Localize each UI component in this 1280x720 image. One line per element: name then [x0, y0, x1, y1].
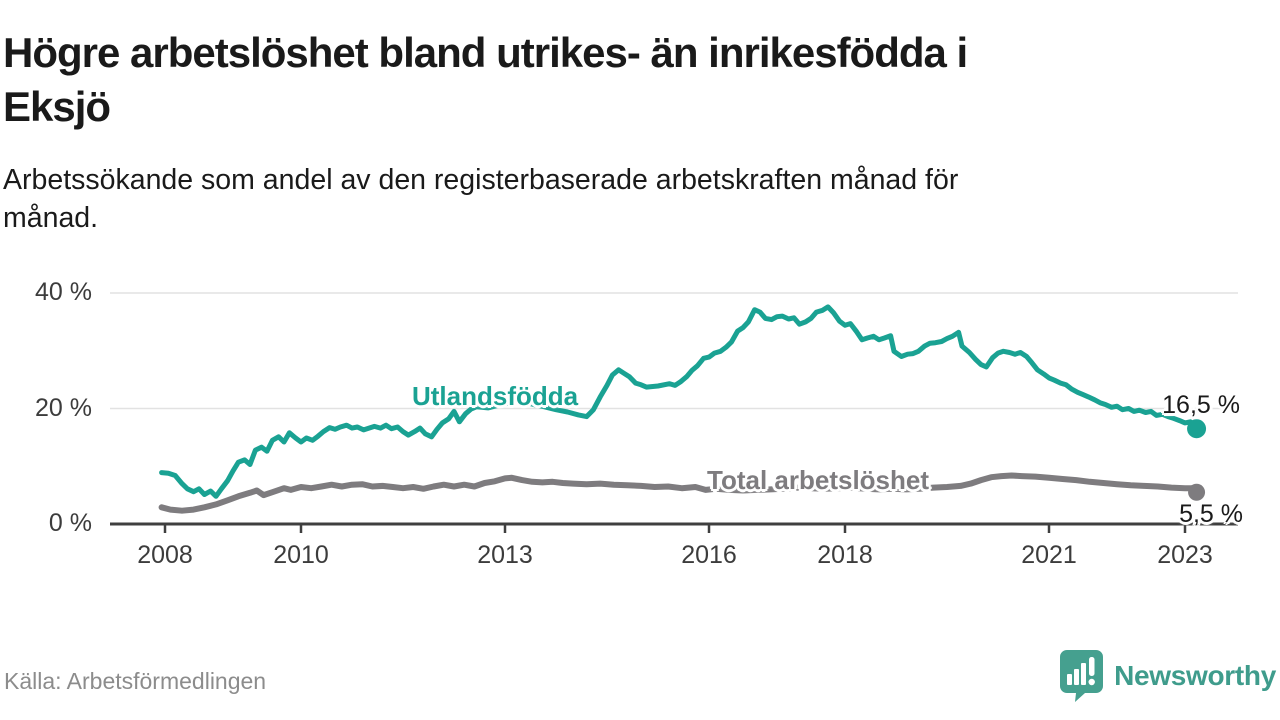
newsworthy-logo: Newsworthy [1059, 648, 1276, 704]
series-end-dot-1 [1188, 483, 1206, 501]
end-value-label-utlandsfodda: 16,5 % [1162, 391, 1240, 419]
y-tick-label: 20 % [35, 393, 92, 422]
x-tick-label: 2008 [137, 541, 193, 569]
chart-title-line2: Eksjö [3, 82, 111, 130]
x-tick-label: 2023 [1157, 541, 1213, 569]
series-label-total-arbetsloshet: Total arbetslöshet [707, 465, 930, 495]
newsworthy-logo-text: Newsworthy [1114, 660, 1276, 691]
y-tick-label: 0 % [48, 509, 92, 537]
x-tick-label: 2010 [273, 541, 329, 569]
x-tick-label: 2018 [817, 541, 873, 569]
chart-subtitle: Arbetssökande som andel av den registerb… [3, 161, 1265, 237]
x-tick-label: 2013 [477, 541, 533, 569]
series-label-utlandsfodda: Utlandsfödda [412, 381, 579, 411]
chart-subtitle-line2: månad. [3, 202, 99, 235]
end-value-label-total: 5,5 % [1179, 500, 1243, 528]
y-tick-label: 40 % [35, 278, 92, 306]
newsworthy-logo-icon [1060, 650, 1104, 702]
x-tick-label: 2016 [681, 541, 737, 569]
chart-title-line1: Högre arbetslöshet bland utrikes- än inr… [3, 29, 968, 76]
chart-subtitle-line1: Arbetssökande som andel av den registerb… [3, 164, 959, 196]
x-tick-label: 2021 [1021, 541, 1077, 569]
series-line-1 [158, 472, 1200, 514]
series-end-dot-0 [1187, 419, 1207, 439]
series-line-0 [159, 304, 1200, 499]
source-attribution: Källa: Arbetsförmedlingen [4, 668, 267, 694]
chart-title: Högre arbetslöshet bland utrikes- än inr… [3, 26, 1265, 134]
